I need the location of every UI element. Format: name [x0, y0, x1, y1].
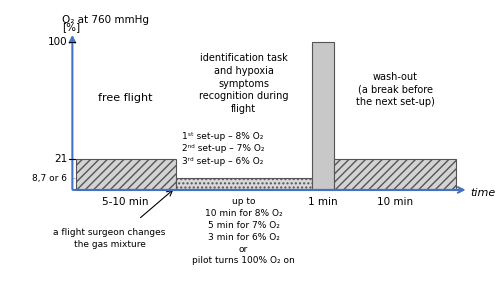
Text: 21: 21 — [54, 154, 68, 164]
Text: 10 min: 10 min — [377, 197, 414, 207]
Bar — [312, 42, 334, 190]
Text: [%]: [%] — [62, 22, 80, 32]
Bar — [334, 159, 456, 190]
Text: wash-out
(a break before
the next set-up): wash-out (a break before the next set-up… — [356, 72, 434, 107]
Bar — [76, 159, 176, 190]
Text: 1 min: 1 min — [308, 197, 338, 207]
Text: up to
10 min for 8% O₂
5 min for 7% O₂
3 min for 6% O₂
or
pilot turns 100% O₂ on: up to 10 min for 8% O₂ 5 min for 7% O₂ 3… — [192, 197, 295, 265]
Text: time: time — [470, 188, 496, 198]
Text: a flight surgeon changes
the gas mixture: a flight surgeon changes the gas mixture — [54, 228, 166, 249]
Text: identification task
and hypoxia
symptoms
recognition during
flight: identification task and hypoxia symptoms… — [199, 53, 288, 114]
Text: 8,7 or 6: 8,7 or 6 — [32, 174, 68, 183]
Text: O₂ at 760 mmHg: O₂ at 760 mmHg — [62, 15, 149, 25]
Text: 5-10 min: 5-10 min — [102, 197, 149, 207]
Text: 100: 100 — [48, 37, 68, 47]
Text: 1ˢᵗ set-up – 8% O₂
2ⁿᵈ set-up – 7% O₂
3ʳᵈ set-up – 6% O₂: 1ˢᵗ set-up – 8% O₂ 2ⁿᵈ set-up – 7% O₂ 3ʳ… — [182, 132, 264, 166]
Text: free flight: free flight — [98, 93, 153, 104]
Bar — [176, 178, 312, 190]
